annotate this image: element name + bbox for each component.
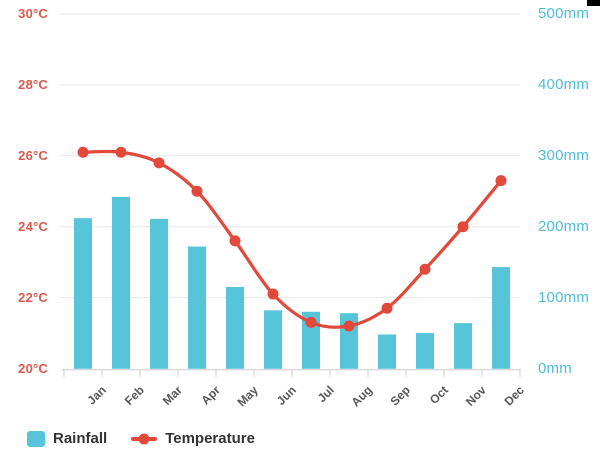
marker-feb[interactable] bbox=[115, 146, 127, 158]
screenshot-corner-artifact bbox=[587, 0, 600, 6]
rainfall-legend-label[interactable]: Rainfall bbox=[53, 430, 108, 447]
right-axis-tick-label: 400mm bbox=[538, 75, 590, 93]
left-axis-tick-label: 24°C bbox=[18, 218, 48, 234]
left-axis-tick-label: 28°C bbox=[18, 76, 48, 92]
left-axis-tick-label: 30°C bbox=[18, 6, 48, 21]
chart-legend: Rainfall Temperature bbox=[27, 430, 255, 447]
bar-may[interactable] bbox=[226, 286, 244, 369]
bar-sep[interactable] bbox=[378, 334, 396, 369]
bar-dec[interactable] bbox=[492, 267, 510, 369]
marker-oct[interactable] bbox=[419, 263, 431, 275]
marker-jun[interactable] bbox=[267, 288, 279, 300]
left-axis-tick-label: 26°C bbox=[18, 147, 48, 163]
marker-may[interactable] bbox=[229, 235, 241, 247]
right-axis-tick-label: 100mm bbox=[538, 288, 590, 306]
bar-oct[interactable] bbox=[416, 333, 434, 369]
marker-aug[interactable] bbox=[343, 320, 355, 332]
marker-nov[interactable] bbox=[457, 221, 469, 233]
marker-dec[interactable] bbox=[495, 175, 507, 187]
right-axis-tick-label: 500mm bbox=[538, 5, 590, 22]
marker-jan[interactable] bbox=[77, 146, 89, 158]
right-axis-tick-label: 200mm bbox=[538, 217, 590, 235]
bar-mar[interactable] bbox=[150, 218, 168, 369]
marker-apr[interactable] bbox=[191, 185, 203, 197]
temperature-legend-marker[interactable] bbox=[131, 433, 158, 444]
marker-mar[interactable] bbox=[153, 157, 165, 169]
bar-apr[interactable] bbox=[188, 246, 206, 369]
left-axis-tick-label: 22°C bbox=[18, 289, 48, 305]
right-axis-tick-label: 300mm bbox=[538, 146, 590, 164]
bar-nov[interactable] bbox=[454, 323, 472, 369]
temperature-legend-dot bbox=[138, 433, 150, 444]
bar-feb[interactable] bbox=[112, 196, 130, 369]
marker-sep[interactable] bbox=[381, 302, 393, 314]
right-axis-tick-label: 0mm bbox=[538, 359, 572, 377]
left-axis-tick-label: 20°C bbox=[18, 360, 48, 376]
rainfall-legend-swatch[interactable] bbox=[27, 430, 45, 447]
marker-jul[interactable] bbox=[305, 316, 317, 328]
temperature-legend-label[interactable]: Temperature bbox=[165, 430, 255, 447]
bar-jun[interactable] bbox=[264, 310, 282, 369]
bar-jul[interactable] bbox=[302, 311, 320, 369]
temperature-line bbox=[81, 149, 503, 329]
bar-jan[interactable] bbox=[74, 218, 92, 369]
